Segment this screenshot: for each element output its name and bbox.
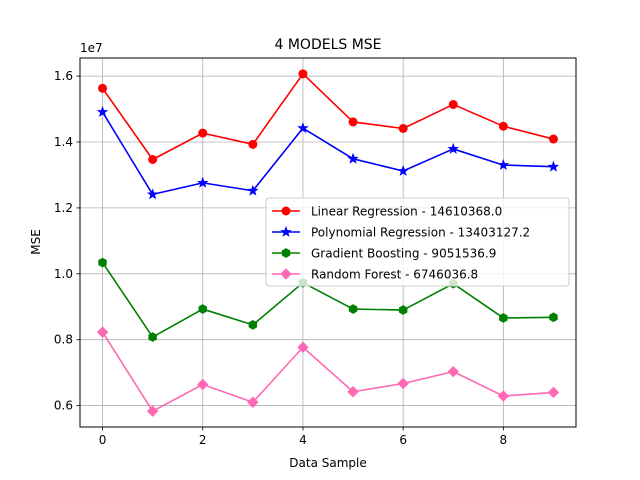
- data-point: [547, 386, 560, 399]
- data-point: [348, 117, 358, 127]
- data-point: [196, 176, 209, 188]
- series-1: [98, 69, 558, 164]
- y-tick-label: 1.2: [54, 201, 73, 215]
- data-point: [448, 99, 458, 109]
- data-point: [247, 396, 259, 408]
- series-layer: [96, 69, 560, 417]
- data-point: [397, 164, 409, 176]
- data-point: [497, 390, 510, 402]
- legend-frame: [265, 197, 570, 287]
- data-point: [548, 134, 558, 144]
- series-line: [101, 73, 554, 161]
- data-point: [549, 312, 558, 323]
- data-point: [297, 341, 309, 353]
- y-tick-label: 1.0: [54, 267, 73, 281]
- data-point: [146, 188, 159, 200]
- data-point: [298, 69, 308, 79]
- data-point: [197, 378, 209, 391]
- data-point: [347, 152, 359, 164]
- legend-label: Polynomial Regression - 13403127.2: [311, 226, 530, 240]
- data-point: [547, 160, 560, 172]
- legend-marker: [281, 206, 291, 216]
- data-point: [499, 313, 508, 323]
- data-point: [347, 386, 359, 398]
- y-tick-label: 0.8: [54, 333, 73, 347]
- data-point: [96, 326, 109, 338]
- series-line: [101, 262, 554, 338]
- data-point: [498, 121, 508, 131]
- data-point: [198, 128, 208, 138]
- x-tick-label: 2: [199, 433, 207, 447]
- x-tick-label: 0: [99, 433, 107, 447]
- data-point: [398, 124, 408, 134]
- data-point: [397, 377, 409, 390]
- data-point: [247, 184, 259, 196]
- data-point: [248, 319, 258, 330]
- data-point: [398, 305, 408, 315]
- data-point: [96, 105, 109, 117]
- y-offset-text: 1e7: [80, 41, 103, 55]
- series-4: [96, 326, 560, 417]
- series-2: [96, 105, 560, 200]
- axis-ticks: 0 2 4 6 8 0.6 0.8 1.0 1.2 1.4 1.6: [54, 69, 507, 447]
- x-tick-label: 6: [399, 433, 407, 447]
- data-point: [348, 304, 358, 314]
- legend-label: Linear Regression - 14610368.0: [311, 205, 502, 219]
- x-tick-label: 4: [299, 433, 307, 447]
- data-point: [148, 154, 158, 164]
- data-point: [98, 83, 108, 93]
- data-point: [198, 304, 207, 314]
- series-line: [101, 111, 554, 196]
- data-point: [146, 405, 159, 417]
- data-point: [447, 365, 459, 378]
- legend-label: Random Forest - 6746036.8: [311, 268, 478, 282]
- plot-frame: [79, 57, 577, 428]
- x-tick-label: 8: [500, 433, 508, 447]
- legend-label: Gradient Boosting - 9051536.9: [311, 247, 496, 261]
- legend-marker: [280, 225, 292, 237]
- data-point: [248, 139, 258, 149]
- y-tick-label: 1.4: [54, 135, 73, 149]
- x-axis-label: Data Sample: [289, 456, 366, 470]
- data-point: [297, 122, 309, 134]
- legend-marker: [280, 268, 292, 280]
- y-tick-label: 0.6: [54, 399, 73, 413]
- y-axis-label: MSE: [29, 229, 43, 255]
- legend: Linear Regression - 14610368.0 Polynomial…: [265, 197, 570, 287]
- data-point: [447, 142, 460, 154]
- data-point: [497, 159, 510, 170]
- series-line: [101, 331, 554, 412]
- legend-marker: [281, 248, 291, 258]
- data-point: [148, 332, 157, 342]
- y-tick-label: 1.6: [54, 69, 73, 83]
- chart-title: 4 MODELS MSE: [274, 37, 381, 53]
- data-point: [98, 257, 107, 268]
